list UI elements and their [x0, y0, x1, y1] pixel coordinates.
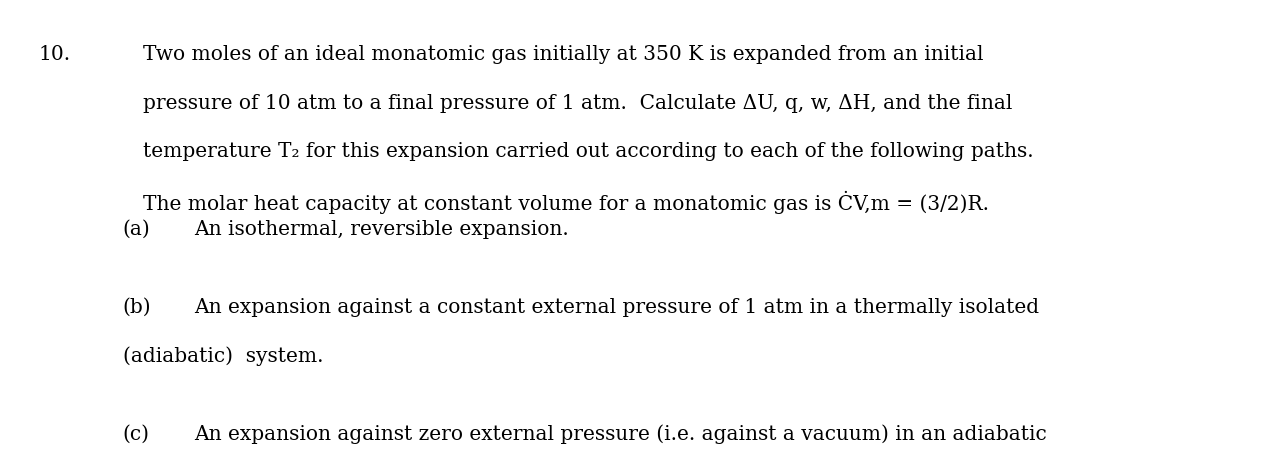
- Text: (c): (c): [123, 424, 150, 443]
- Text: 10.: 10.: [38, 45, 70, 64]
- Text: The molar heat capacity at constant volume for a monatomic gas is ĊV,m = (3/2)R.: The molar heat capacity at constant volu…: [143, 191, 989, 214]
- Text: (b): (b): [123, 298, 151, 317]
- Text: Two moles of an ideal monatomic gas initially at 350 K is expanded from an initi: Two moles of an ideal monatomic gas init…: [143, 45, 984, 64]
- Text: An expansion against zero external pressure (i.e. against a vacuum) in an adiaba: An expansion against zero external press…: [194, 424, 1047, 444]
- Text: An isothermal, reversible expansion.: An isothermal, reversible expansion.: [194, 220, 569, 239]
- Text: temperature T₂ for this expansion carried out according to each of the following: temperature T₂ for this expansion carrie…: [143, 142, 1034, 161]
- Text: An expansion against a constant external pressure of 1 atm in a thermally isolat: An expansion against a constant external…: [194, 298, 1039, 317]
- Text: (a): (a): [123, 220, 151, 239]
- Text: pressure of 10 atm to a final pressure of 1 atm.  Calculate ΔU, q, w, ΔH, and th: pressure of 10 atm to a final pressure o…: [143, 94, 1012, 112]
- Text: (adiabatic)  system.: (adiabatic) system.: [123, 346, 323, 366]
